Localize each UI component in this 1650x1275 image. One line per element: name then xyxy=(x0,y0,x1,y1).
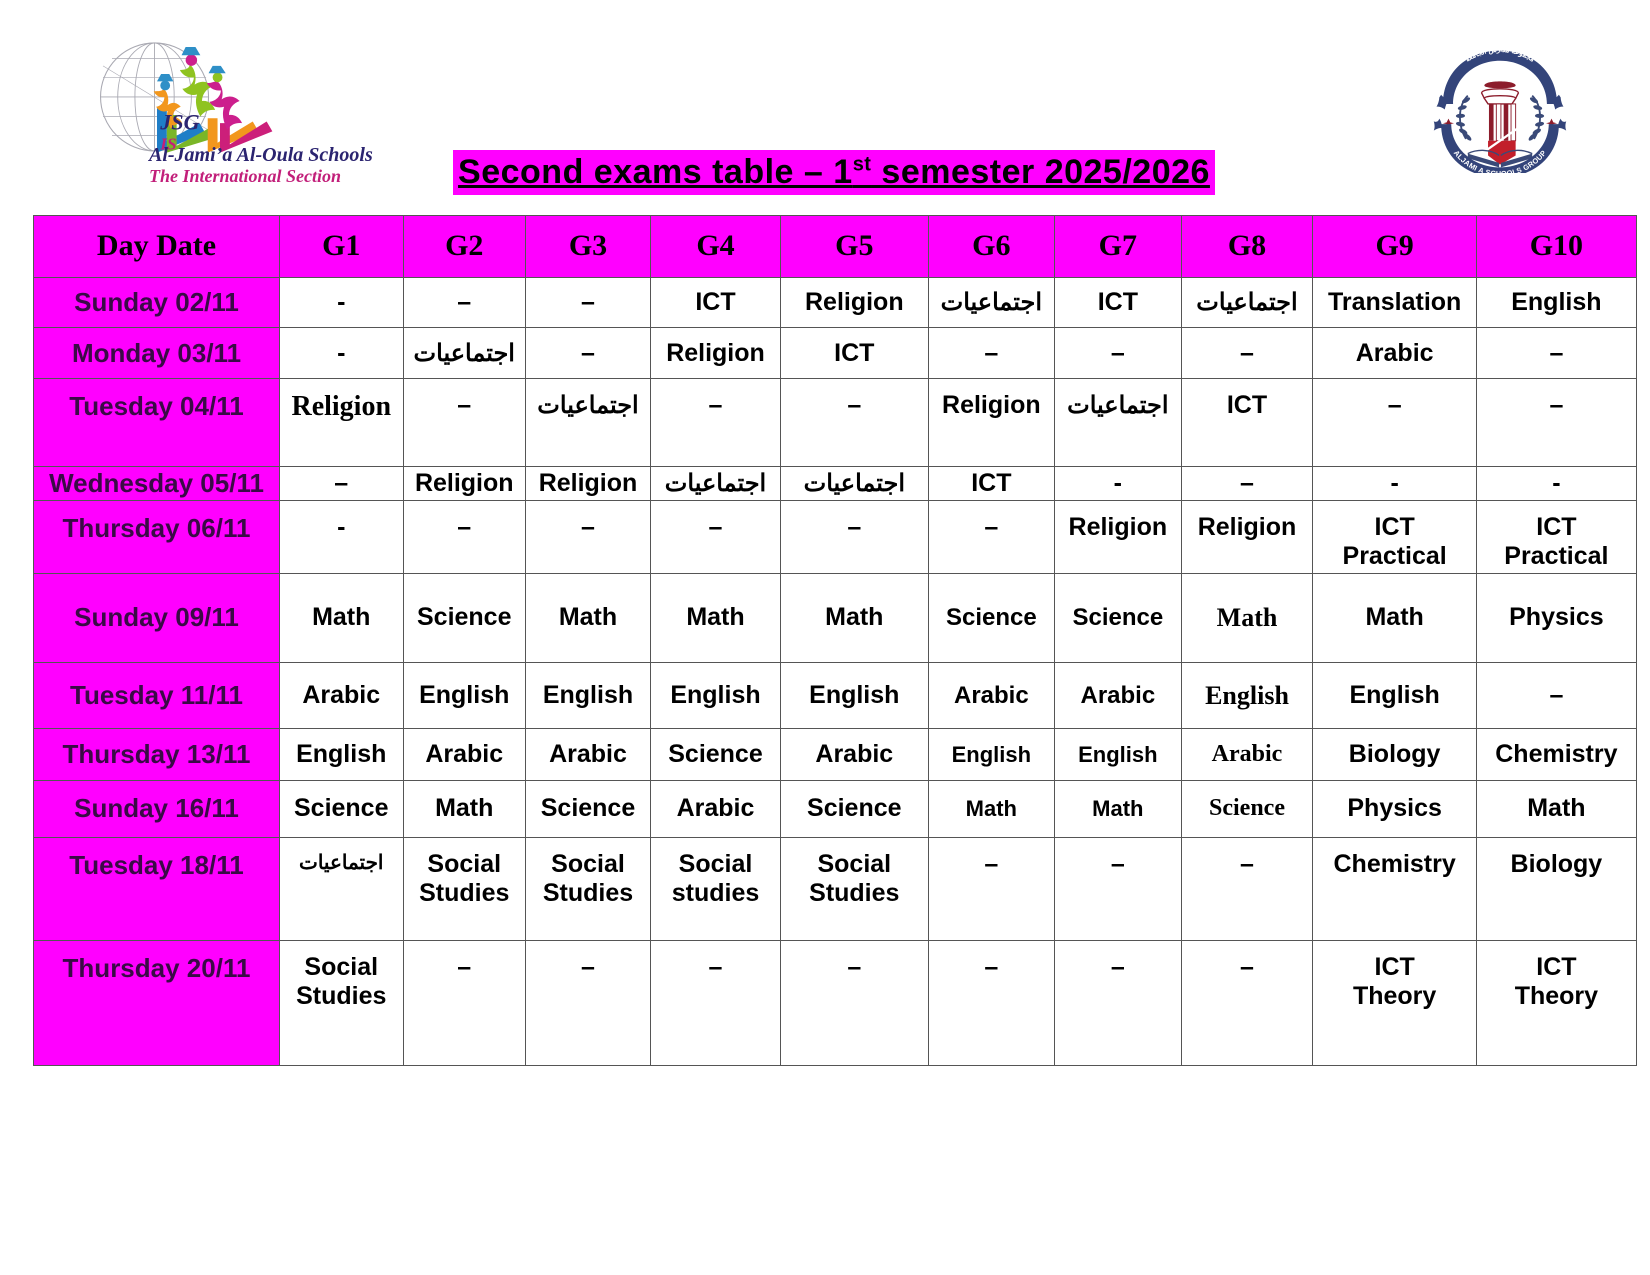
svg-text:JSG: JSG xyxy=(159,110,199,135)
